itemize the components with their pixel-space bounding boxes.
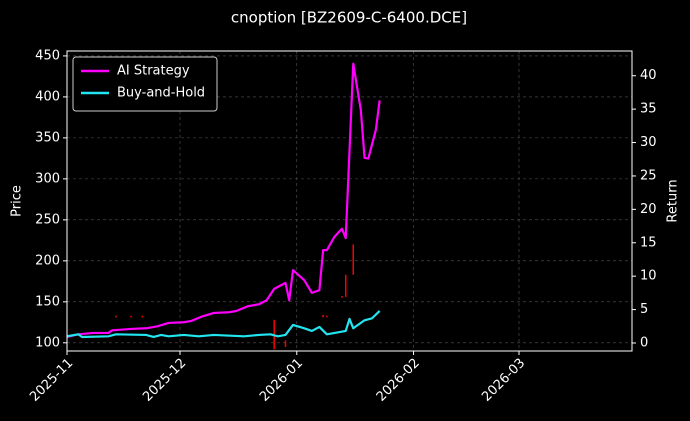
y-tick-label: 350 xyxy=(35,130,60,145)
x-tick-label: 2026-02 xyxy=(374,356,423,405)
y-tick-label: 200 xyxy=(35,253,60,268)
legend-label: AI Strategy xyxy=(117,64,190,79)
y2-tick-label: 10 xyxy=(640,269,657,284)
x-tick-label: 2026-03 xyxy=(479,356,528,405)
y-tick-label: 400 xyxy=(35,89,60,104)
y2-tick-label: 40 xyxy=(640,68,657,83)
legend-label: Buy-and-Hold xyxy=(117,86,205,101)
y-tick-label: 100 xyxy=(35,335,60,350)
plot-area xyxy=(67,62,381,350)
x-tick-label: 2025-12 xyxy=(140,356,189,405)
series-line xyxy=(67,62,381,339)
y-tick-label: 450 xyxy=(35,48,60,63)
y2-axis-label: Return xyxy=(666,179,681,222)
y2-tick-label: 35 xyxy=(640,102,657,117)
y-tick-label: 300 xyxy=(35,171,60,186)
y2-tick-label: 20 xyxy=(640,202,657,217)
x-tick-label: 2025-11 xyxy=(27,356,76,405)
legend: AI Strategy Buy-and-Hold xyxy=(72,56,218,112)
y2-tick-label: 25 xyxy=(640,168,657,183)
y2-tick-label: 30 xyxy=(640,135,657,150)
plot-frame xyxy=(66,50,633,352)
y-tick-label: 150 xyxy=(35,294,60,309)
chart-title: cnoption [BZ2609-C-6400.DCE] xyxy=(231,9,467,27)
y-axis-label: Price xyxy=(10,185,25,217)
x-tick-label: 2026-01 xyxy=(257,356,306,405)
series-line xyxy=(67,310,381,339)
y2-tick-label: 0 xyxy=(640,335,648,350)
y2-tick-label: 15 xyxy=(640,235,657,250)
y-tick-label: 250 xyxy=(35,212,60,227)
y2-tick-label: 5 xyxy=(640,302,648,317)
